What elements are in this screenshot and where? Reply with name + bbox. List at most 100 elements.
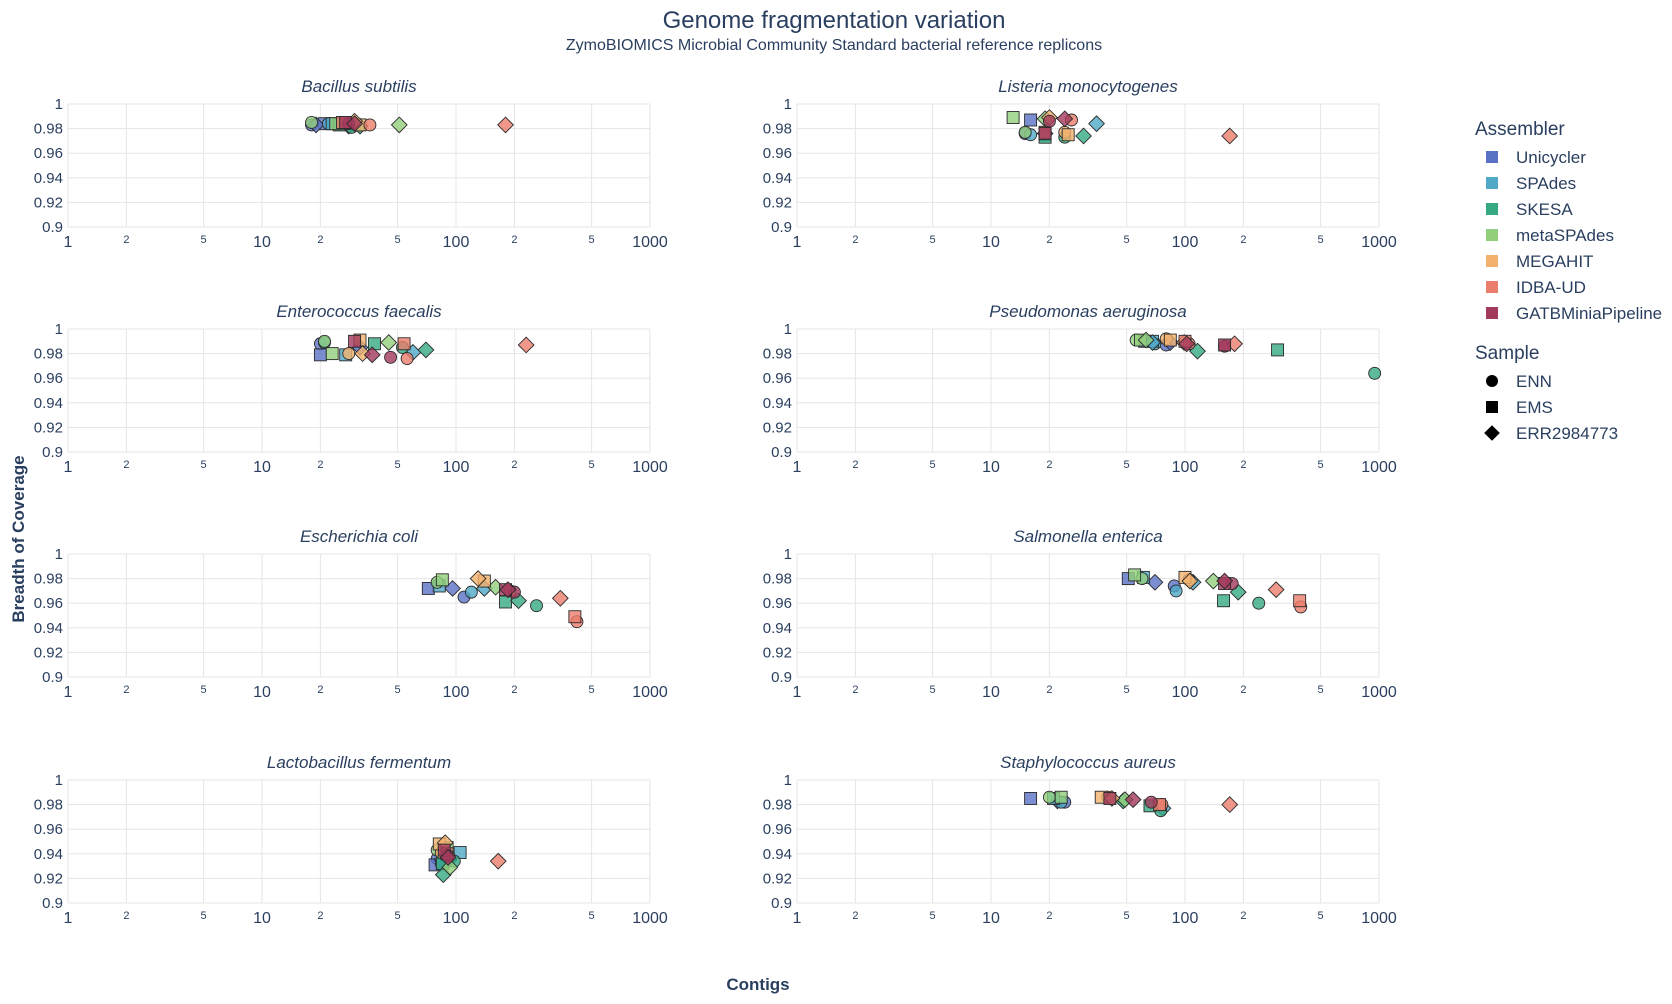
data-point [348,334,362,348]
legend-swatch [1486,229,1498,241]
x-tick-label: 1 [64,910,73,927]
y-tick-label: 0.94 [763,846,792,863]
data-point [1056,110,1074,128]
y-tick-label: 0.94 [34,620,63,637]
legend-item-label: MEGAHIT [1516,252,1593,271]
data-point [1103,792,1117,805]
data-point [1018,125,1032,139]
data-point [384,350,398,364]
x-minor-tick-label: 2 [852,234,858,246]
y-tick-label: 0.94 [34,846,63,863]
data-point [1124,791,1142,809]
legend-swatch [1486,151,1498,163]
x-minor-tick-label: 5 [395,684,401,696]
y-tick-label: 0.9 [42,444,63,461]
data-point [400,352,414,365]
x-minor-tick-label: 5 [1124,684,1130,696]
y-tick-label: 0.94 [763,170,792,187]
legend-symbol [1486,401,1498,413]
data-point [1144,795,1158,809]
data-point [1293,594,1307,608]
data-point [499,581,517,599]
legend-item-label: metaSPAdes [1516,226,1614,245]
x-minor-tick-label: 5 [1124,234,1130,246]
y-tick-label: 0.9 [771,895,792,912]
y-tick-label: 0.98 [34,121,63,138]
data-point [346,115,363,133]
subplot: Enterococcus faecalis 0.9 0.92 0.94 0.96 0.98… [34,302,668,476]
x-minor-tick-label: 5 [1318,234,1324,246]
points [313,333,535,365]
y-tick-label: 0.98 [763,346,792,363]
legend-item-label: SPAdes [1516,174,1576,193]
y-tick-label: 0.96 [34,595,63,612]
data-point [342,347,356,361]
data-point [1181,572,1199,590]
x-minor-tick-label: 2 [1240,459,1246,471]
data-point [439,849,457,866]
data-point [499,595,512,609]
subplot: Escherichia coli 0.9 0.92 0.94 0.96 0.98 1 1 10 1… [34,527,668,701]
x-minor-tick-label: 2 [1046,910,1052,922]
data-point [489,852,507,870]
y-tick-label: 0.96 [34,370,63,387]
x-tick-label: 1000 [1361,459,1397,476]
data-point [368,337,381,351]
data-point [517,336,535,354]
x-minor-tick-label: 2 [123,459,129,471]
data-point [530,599,543,613]
legend-swatch [1486,255,1498,267]
x-minor-tick-label: 2 [317,910,323,922]
y-tick-label: 0.96 [763,821,792,838]
subplot: Pseudomonas aeruginosa 0.9 0.92 0.94 0.96 0.9… [763,302,1397,476]
data-point [1163,333,1177,347]
x-minor-tick-label: 2 [317,234,323,246]
data-point [318,334,331,348]
data-point [1128,568,1142,582]
data-point [1169,584,1183,598]
x-tick-label: 10 [982,234,1000,251]
x-minor-tick-label: 2 [511,910,517,922]
x-minor-tick-label: 5 [930,910,936,922]
subplot-title: Lactobacillus fermentum [267,753,451,772]
legend-assembler-title: Assembler [1475,119,1565,140]
x-minor-tick-label: 2 [852,684,858,696]
legend-sample-title: Sample [1475,343,1539,364]
legend-swatch [1486,281,1498,293]
legend-swatch [1486,177,1498,189]
points [305,112,514,135]
y-tick-label: 1 [784,546,792,563]
y-tick-label: 0.96 [34,145,63,162]
legend: Assembler Sample Unicycler SPAdes SKESA met… [1475,119,1662,443]
data-point [1271,343,1285,357]
subplot-title: Listeria monocytogenes [998,77,1178,96]
legend-item-label: SKESA [1516,200,1573,219]
x-tick-label: 1 [793,684,802,701]
y-tick-label: 1 [55,96,63,113]
data-point [1221,796,1239,814]
data-point [1221,127,1239,145]
points [421,570,584,629]
data-point [1216,572,1234,590]
data-point [1061,128,1075,142]
data-point [1042,790,1056,804]
data-point [390,116,408,134]
y-tick-label: 0.92 [34,194,63,211]
legend-symbol [1484,425,1500,441]
y-tick-label: 0.92 [763,644,792,661]
x-minor-tick-label: 5 [1124,459,1130,471]
data-point [497,116,514,134]
legend-symbol [1486,375,1498,387]
x-minor-tick-label: 2 [1046,684,1052,696]
x-minor-tick-label: 2 [1240,910,1246,922]
y-tick-label: 0.98 [763,571,792,588]
legend-item-label: IDBA-UD [1516,278,1586,297]
x-tick-label: 10 [253,684,271,701]
y-tick-label: 1 [55,546,63,563]
x-minor-tick-label: 5 [1318,910,1324,922]
data-point [363,346,381,364]
y-tick-label: 0.9 [42,895,63,912]
data-point [1137,331,1155,349]
data-point [1054,790,1068,804]
